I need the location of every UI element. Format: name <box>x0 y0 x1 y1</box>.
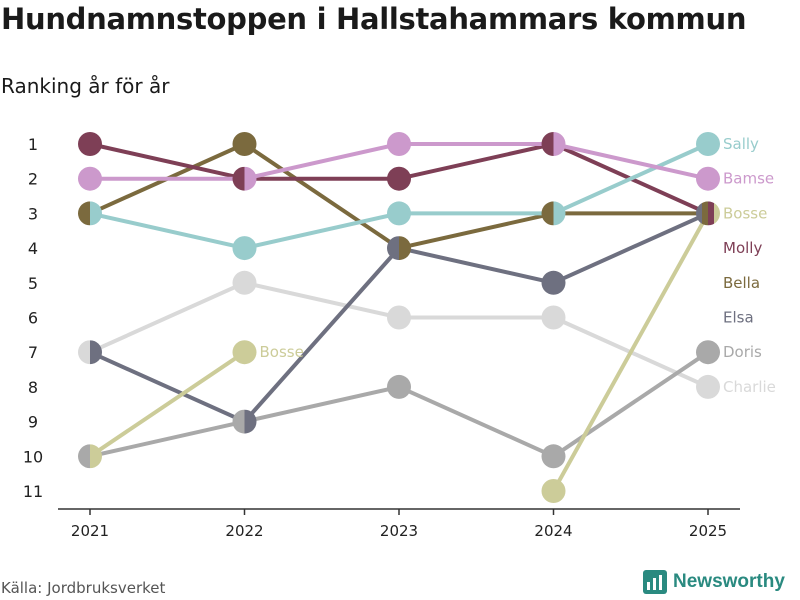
y-tick-label: 4 <box>28 239 38 258</box>
chart-subtitle: Ranking år för år <box>1 74 170 98</box>
point-elsa <box>90 340 102 365</box>
x-tick-label: 2025 <box>689 522 727 540</box>
end-label-molly: Molly <box>723 239 762 257</box>
point-charlie <box>541 305 566 330</box>
point-bamse <box>244 166 257 191</box>
point-elsa <box>541 270 566 295</box>
end-label-bosse: Bosse <box>723 204 767 222</box>
point-bosse <box>714 203 720 224</box>
series-points <box>78 132 720 503</box>
y-tick-label: 11 <box>23 482 43 501</box>
y-tick-label: 9 <box>28 413 38 432</box>
point-molly <box>387 166 411 191</box>
point-elsa <box>387 236 399 261</box>
point-bella <box>232 132 257 156</box>
point-charlie <box>78 340 90 365</box>
x-tick-label: 2021 <box>71 522 109 540</box>
point-sally <box>553 201 566 226</box>
point-charlie <box>232 270 257 295</box>
y-tick-label: 5 <box>28 274 38 293</box>
point-doris <box>696 340 720 365</box>
point-bella <box>541 201 554 226</box>
chart-title: Hundnamnstoppen i Hallstahammars kommun <box>1 2 747 36</box>
point-doris <box>78 444 90 469</box>
y-tick-label: 1 <box>28 135 38 154</box>
y-tick-label: 8 <box>28 378 38 397</box>
brand-name: Newsworthy <box>673 571 785 592</box>
y-tick-label: 7 <box>28 343 38 362</box>
point-bella <box>702 201 708 226</box>
series-line-doris <box>88 350 710 459</box>
point-elsa <box>244 409 257 434</box>
series-line-bosse <box>88 350 247 459</box>
point-bamse <box>78 166 102 191</box>
point-sally <box>90 201 102 226</box>
point-molly <box>232 166 245 191</box>
point-molly <box>78 132 102 156</box>
series-line-bosse <box>551 211 710 493</box>
point-bella <box>399 236 411 261</box>
end-label-charlie: Charlie <box>723 378 776 396</box>
end-labels: Sally Bamse Bosse Molly Bella Elsa Doris Charli… <box>260 135 776 396</box>
y-tick-label: 2 <box>28 170 38 189</box>
point-bosse <box>541 479 566 503</box>
point-bosse <box>90 444 102 469</box>
point-charlie <box>696 374 720 399</box>
x-tick-label: 2023 <box>380 522 418 540</box>
point-doris <box>541 444 566 469</box>
point-bosse <box>232 340 257 365</box>
end-label-bella: Bella <box>723 274 760 292</box>
y-tick-label: 3 <box>28 204 38 223</box>
source-note: Källa: Jordbruksverket <box>1 579 166 597</box>
end-label-doris: Doris <box>723 343 762 361</box>
x-tick-label: 2022 <box>225 522 263 540</box>
point-charlie <box>387 305 411 330</box>
y-tick-label: 10 <box>23 447 43 466</box>
point-bamse <box>387 132 411 156</box>
y-tick-label: 6 <box>28 309 38 328</box>
point-doris <box>387 374 411 399</box>
brand-logo: Newsworthy <box>643 570 785 594</box>
end-label-elsa: Elsa <box>723 309 754 327</box>
point-sally <box>696 132 720 156</box>
end-label-sally: Sally <box>723 135 759 153</box>
point-sally <box>387 201 411 226</box>
point-bamse <box>553 132 566 156</box>
point-bamse <box>696 166 720 191</box>
point-bella <box>78 201 90 226</box>
point-doris <box>232 409 245 434</box>
point-elsa <box>696 203 702 224</box>
newsworthy-icon <box>643 570 667 594</box>
end-label-bamse: Bamse <box>723 170 774 188</box>
series-line-charlie <box>88 280 710 389</box>
point-molly <box>708 201 714 226</box>
inline-label-bosse: Bosse <box>260 343 304 361</box>
point-molly <box>541 132 554 156</box>
point-sally <box>232 236 257 261</box>
x-tick-label: 2024 <box>534 522 572 540</box>
